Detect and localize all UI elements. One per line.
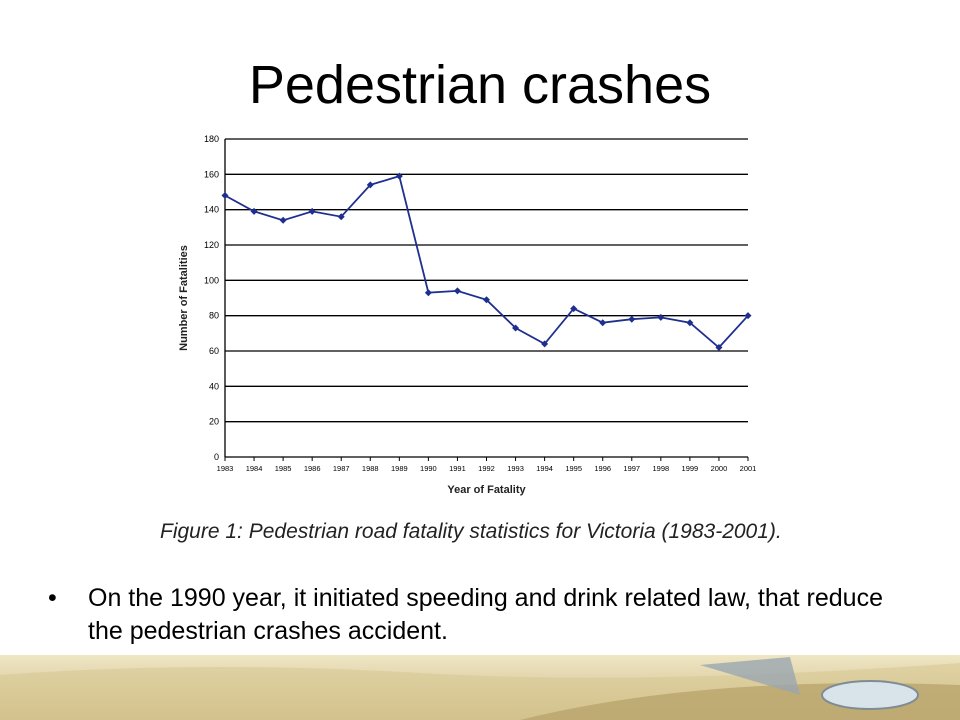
x-tick-label: 1984	[246, 464, 263, 473]
x-tick-label: 1993	[507, 464, 524, 473]
y-tick-label: 60	[209, 346, 219, 356]
y-tick-label: 140	[204, 205, 219, 215]
data-point-marker	[715, 343, 723, 351]
x-tick-label: 1988	[362, 464, 379, 473]
slide-title: Pedestrian crashes	[248, 55, 712, 115]
x-tick-label: 1983	[217, 464, 234, 473]
data-point-marker	[366, 181, 374, 189]
data-point-marker	[424, 289, 432, 297]
data-point-marker	[337, 213, 345, 221]
figure-caption: Figure 1: Pedestrian road fatality stati…	[160, 520, 782, 543]
sail-shape	[700, 657, 800, 695]
x-tick-label: 2000	[711, 464, 728, 473]
desert-footer-image	[0, 655, 960, 720]
data-point-marker	[686, 319, 694, 327]
windsurf-board	[821, 680, 919, 710]
x-tick-label: 1999	[682, 464, 699, 473]
data-point-marker	[599, 319, 607, 327]
x-tick-label: 2001	[740, 464, 757, 473]
data-point-marker	[308, 207, 316, 215]
y-tick-label: 40	[209, 381, 219, 391]
fatality-line-chart: 0 20 40 60 80 100 120 140 160 180 1983 1984 1985 1986…	[178, 134, 757, 496]
x-tick-label: 1996	[594, 464, 611, 473]
x-tick-label: 1986	[304, 464, 321, 473]
data-point-marker	[221, 192, 229, 200]
data-point-marker	[628, 315, 636, 323]
y-tick-label: 160	[204, 169, 219, 179]
x-tick-label: 1994	[536, 464, 553, 473]
data-point-marker	[512, 324, 520, 332]
x-tick-label: 1992	[478, 464, 495, 473]
y-tick-label: 80	[209, 311, 219, 321]
series-line	[224, 174, 749, 349]
x-axis-label: Year of Fatality	[447, 484, 526, 496]
y-tick-label: 120	[204, 240, 219, 250]
data-point-marker	[453, 287, 461, 295]
data-point-marker	[279, 216, 287, 224]
bullet-text: On the 1990 year, it initiated speeding …	[88, 584, 883, 645]
bullet-marker: •	[48, 584, 57, 612]
y-tick-label: 180	[204, 134, 219, 144]
data-point-marker	[483, 296, 490, 304]
data-point-marker	[744, 312, 752, 320]
data-point-marker	[395, 172, 403, 180]
x-tick-label: 1997	[623, 464, 640, 473]
data-point-marker	[657, 313, 665, 321]
x-tick-label: 1991	[449, 464, 466, 473]
y-tick-label: 20	[209, 417, 219, 427]
y-tick-label: 0	[214, 452, 219, 462]
data-point-marker	[570, 305, 578, 313]
x-tick-label: 1998	[652, 464, 669, 473]
x-tick-label: 1990	[420, 464, 437, 473]
data-point-marker	[541, 340, 549, 348]
x-tick-label: 1985	[275, 464, 292, 473]
x-tick-label: 1995	[565, 464, 582, 473]
y-tick-label: 100	[204, 275, 219, 285]
x-tick-label: 1987	[333, 464, 350, 473]
data-point-marker	[250, 207, 258, 215]
x-tick-label: 1989	[391, 464, 408, 473]
y-axis-label: Number of Fatalities	[178, 245, 190, 351]
